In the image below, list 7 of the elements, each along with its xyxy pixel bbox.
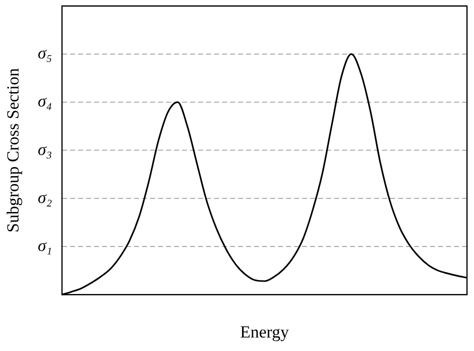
ref-line-label: σ₃ [38,140,52,159]
ref-line-label: σ₄ [38,92,52,111]
ref-line-label: σ₂ [38,188,52,207]
y-axis-title: Subgroup Cross Section [3,68,22,232]
ref-line-label: σ₁ [38,236,52,255]
ref-line-label: σ₅ [38,44,52,63]
x-axis-title: Energy [240,322,290,342]
